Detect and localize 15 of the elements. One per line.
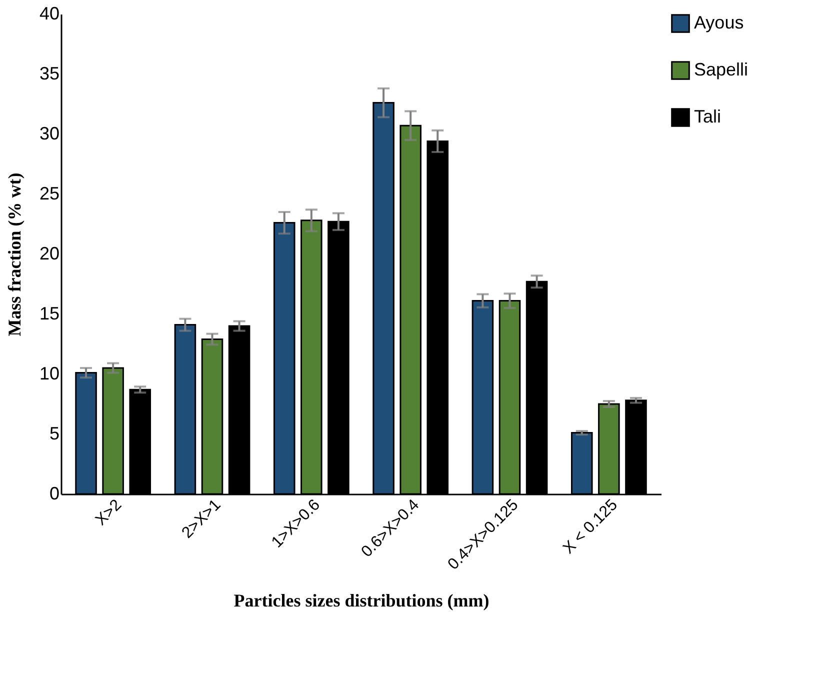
y-tick-label: 15 <box>39 304 60 324</box>
legend-label: Sapelli <box>694 60 748 80</box>
y-tick-label: 5 <box>49 424 60 444</box>
y-tick-label: 20 <box>39 244 60 264</box>
y-tick-label: 30 <box>39 124 60 144</box>
y-tick-label: 10 <box>39 364 60 384</box>
legend-label: Ayous <box>694 12 744 32</box>
y-tick-label: 0 <box>49 484 60 504</box>
x-tick-label: X>2 <box>92 496 126 529</box>
y-tick-label: 35 <box>39 64 60 84</box>
y-tick-label: 40 <box>39 4 60 24</box>
x-axis-title: Particles sizes distributions (mm) <box>234 590 490 611</box>
y-axis-title: Mass fraction (% wt) <box>4 172 24 336</box>
legend-label: Tali <box>694 106 722 126</box>
y-tick-label: 25 <box>39 184 60 204</box>
